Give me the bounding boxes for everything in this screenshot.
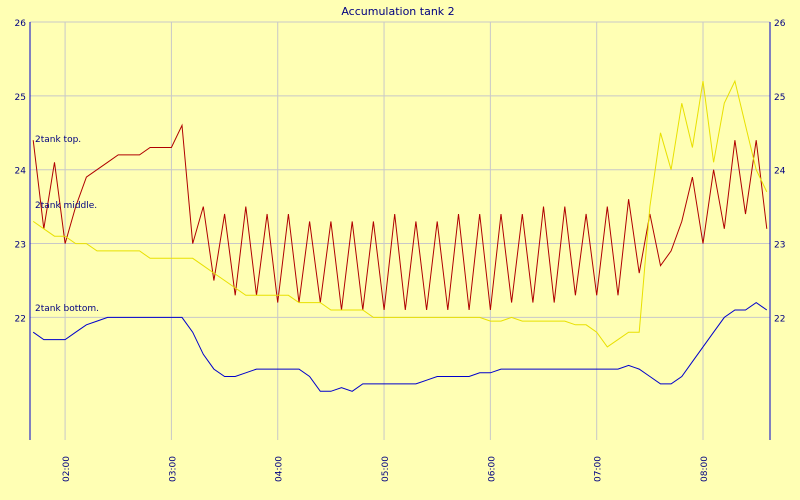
y-tick-label-right: 23: [774, 241, 785, 251]
series-line: [32, 123, 768, 311]
y-tick-label: 23: [15, 241, 26, 251]
x-tick-label: 03:00: [168, 456, 178, 482]
legend-label: 2tank bottom.: [35, 304, 99, 314]
y-tick-label-right: 25: [774, 93, 785, 103]
y-tick-label: 25: [15, 93, 26, 103]
x-tick-label: 06:00: [487, 456, 497, 482]
x-tick-label: 04:00: [275, 456, 285, 482]
legend-label: 2tank middle.: [35, 201, 97, 211]
x-tick-label: 08:00: [700, 456, 710, 482]
y-tick-label: 24: [15, 167, 27, 177]
x-tick-label: 07:00: [594, 456, 604, 482]
y-tick-label: 22: [15, 314, 26, 324]
chart-title: Accumulation tank 2: [341, 5, 454, 18]
y-tick-label: 26: [15, 19, 27, 29]
y-tick-label-right: 26: [774, 19, 786, 29]
series-line: [32, 79, 768, 348]
series-line: [32, 301, 768, 392]
y-tick-label-right: 24: [774, 167, 786, 177]
y-tick-label-right: 22: [774, 314, 785, 324]
x-tick-label: 05:00: [381, 456, 391, 482]
legend-label: 2tank top.: [35, 135, 81, 145]
x-tick-label: 02:00: [62, 456, 72, 482]
